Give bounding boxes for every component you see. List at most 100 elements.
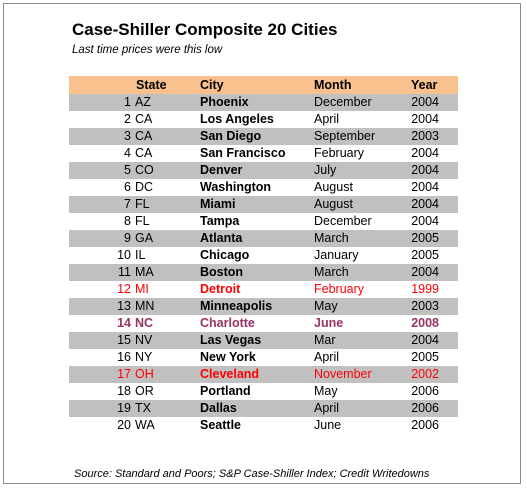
row-number: 1 bbox=[124, 95, 131, 109]
table-row: 4 CA San Francisco February 2004 bbox=[69, 145, 458, 162]
state-cell: FL bbox=[135, 197, 150, 211]
row-number: 2 bbox=[124, 112, 131, 126]
row-number: 8 bbox=[124, 214, 131, 228]
month-cell: May bbox=[314, 384, 338, 398]
state-cell: CA bbox=[135, 129, 153, 143]
year-cell: 2005 bbox=[411, 248, 439, 262]
month-cell: August bbox=[314, 197, 353, 211]
city-cell: Seattle bbox=[200, 418, 241, 432]
city-cell: Atlanta bbox=[200, 231, 243, 245]
city-cell: Denver bbox=[200, 163, 243, 177]
month-cell: February bbox=[314, 282, 365, 296]
table-row: 19 TX Dallas April 2006 bbox=[69, 400, 458, 417]
chart-subtitle: Last time prices were this low bbox=[72, 44, 223, 56]
row-number: 7 bbox=[124, 197, 131, 211]
month-cell: November bbox=[314, 367, 372, 381]
row-number: 12 bbox=[117, 282, 131, 296]
state-cell: TX bbox=[135, 401, 151, 415]
year-cell: 2005 bbox=[411, 350, 439, 364]
state-cell: DC bbox=[135, 180, 154, 194]
year-cell: 2002 bbox=[411, 367, 439, 381]
month-cell: January bbox=[314, 248, 359, 262]
year-cell: 2004 bbox=[411, 214, 439, 228]
table-body: 1 AZ Phoenix December 2004 2 CA Los Angeles Apri… bbox=[69, 94, 458, 434]
month-cell: September bbox=[314, 129, 376, 143]
state-cell: NV bbox=[135, 333, 153, 347]
table-row: 10 IL Chicago January 2005 bbox=[69, 247, 458, 264]
table-row: 17 OH Cleveland November 2002 bbox=[69, 366, 458, 383]
state-cell: CA bbox=[135, 146, 153, 160]
year-cell: 2004 bbox=[411, 95, 439, 109]
chart-title: Case-Shiller Composite 20 Cities bbox=[72, 20, 338, 39]
month-cell: February bbox=[314, 146, 365, 160]
row-number: 4 bbox=[124, 146, 131, 160]
state-cell: WA bbox=[135, 418, 155, 432]
state-cell: NC bbox=[135, 316, 154, 330]
header-month: Month bbox=[314, 78, 352, 92]
table-row: 15 NV Las Vegas Mar 2004 bbox=[69, 332, 458, 349]
row-number: 6 bbox=[124, 180, 131, 194]
table-row: 12 MI Detroit February 1999 bbox=[69, 281, 458, 298]
table-header-row: State City Month Year bbox=[69, 76, 458, 94]
table-row: 20 WA Seattle June 2006 bbox=[69, 417, 458, 434]
year-cell: 2008 bbox=[411, 316, 439, 330]
month-cell: May bbox=[314, 299, 338, 313]
table-row: 7 FL Miami August 2004 bbox=[69, 196, 458, 213]
city-cell: Portland bbox=[200, 384, 251, 398]
month-cell: December bbox=[314, 214, 372, 228]
table-row: 3 CA San Diego September 2003 bbox=[69, 128, 458, 145]
table-row: 18 OR Portland May 2006 bbox=[69, 383, 458, 400]
row-number: 10 bbox=[117, 248, 131, 262]
city-cell: Washington bbox=[200, 180, 272, 194]
row-number: 19 bbox=[117, 401, 131, 415]
month-cell: July bbox=[314, 163, 337, 177]
state-cell: OR bbox=[135, 384, 154, 398]
year-cell: 2004 bbox=[411, 180, 439, 194]
table-row: 13 MN Minneapolis May 2003 bbox=[69, 298, 458, 315]
month-cell: June bbox=[314, 316, 344, 330]
city-cell: San Diego bbox=[200, 129, 262, 143]
row-number: 15 bbox=[117, 333, 131, 347]
row-number: 11 bbox=[118, 265, 131, 279]
city-cell: Los Angeles bbox=[200, 112, 274, 126]
source-note: Source: Standard and Poors; S&P Case-Shi… bbox=[74, 468, 430, 480]
month-cell: April bbox=[314, 112, 340, 126]
table-row: 2 CA Los Angeles April 2004 bbox=[69, 111, 458, 128]
row-number: 3 bbox=[124, 129, 131, 143]
year-cell: 2006 bbox=[411, 418, 439, 432]
city-cell: Tampa bbox=[200, 214, 240, 228]
city-cell: Cleveland bbox=[200, 367, 260, 381]
year-cell: 2004 bbox=[411, 197, 439, 211]
state-cell: CO bbox=[135, 163, 154, 177]
row-number: 16 bbox=[117, 350, 131, 364]
table-row: 9 GA Atlanta March 2005 bbox=[69, 230, 458, 247]
row-number: 20 bbox=[117, 418, 131, 432]
year-cell: 2004 bbox=[411, 265, 439, 279]
year-cell: 2003 bbox=[411, 129, 439, 143]
city-cell: Chicago bbox=[200, 248, 250, 262]
table-row: 6 DC Washington August 2004 bbox=[69, 179, 458, 196]
state-cell: MA bbox=[135, 265, 154, 279]
state-cell: MN bbox=[135, 299, 155, 313]
month-cell: April bbox=[314, 401, 340, 415]
state-cell: OH bbox=[135, 367, 154, 381]
city-cell: Charlotte bbox=[200, 316, 255, 330]
state-cell: MI bbox=[135, 282, 149, 296]
row-number: 17 bbox=[117, 367, 131, 381]
row-number: 14 bbox=[117, 316, 131, 330]
year-cell: 2006 bbox=[411, 401, 439, 415]
data-table: State City Month Year 1 AZ Phoenix December… bbox=[69, 76, 458, 434]
city-cell: New York bbox=[200, 350, 256, 364]
table-row: 11 MA Boston March 2004 bbox=[69, 264, 458, 281]
month-cell: March bbox=[314, 231, 349, 245]
year-cell: 2005 bbox=[411, 231, 439, 245]
row-number: 18 bbox=[117, 384, 131, 398]
month-cell: March bbox=[314, 265, 349, 279]
header-city: City bbox=[200, 78, 224, 92]
city-cell: Dallas bbox=[200, 401, 237, 415]
row-number: 9 bbox=[124, 231, 131, 245]
month-cell: August bbox=[314, 180, 353, 194]
table-row: 16 NY New York April 2005 bbox=[69, 349, 458, 366]
header-year: Year bbox=[411, 78, 438, 92]
table-row: 8 FL Tampa December 2004 bbox=[69, 213, 458, 230]
